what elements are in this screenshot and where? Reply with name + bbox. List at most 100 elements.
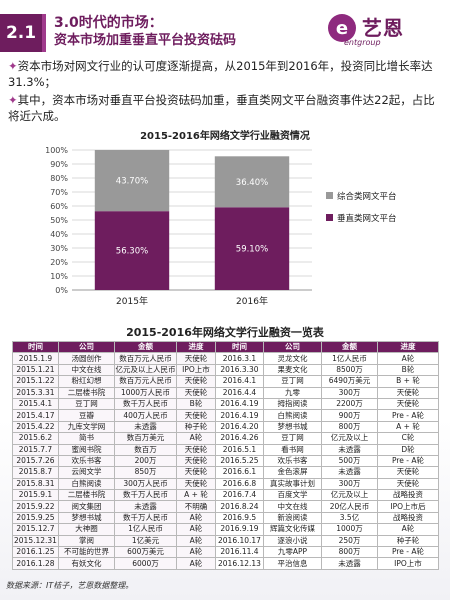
table-cell: Pre - A轮 xyxy=(377,409,439,422)
y-tick-label: 0% xyxy=(55,286,68,295)
table-cell: C轮 xyxy=(377,432,439,445)
table-cell: 2015.3.31 xyxy=(12,386,59,399)
table-cell: Pre - A轮 xyxy=(377,454,439,468)
table-cell: 九零 xyxy=(263,386,322,399)
data-label: 36.40% xyxy=(236,178,268,188)
table-cell: 阅文集团 xyxy=(58,500,115,513)
table-cell: 百度文学 xyxy=(263,489,322,502)
table-cell: 亿元及以上 xyxy=(321,489,378,502)
table-header-row: 时间 公司 金额 进度 时间 公司 金额 进度 xyxy=(12,340,439,354)
chart-title: 2015-2016年网络文学行业融资情况 xyxy=(140,131,310,142)
table-cell: 2015.8.31 xyxy=(12,477,59,491)
x-category-label: 2015年 xyxy=(116,295,148,307)
y-tick-label: 10% xyxy=(50,272,68,281)
table-cell: A轮 xyxy=(176,523,216,536)
table-cell: 白熊阅读 xyxy=(263,409,322,422)
title-line-1: 3.0时代的市场： xyxy=(54,15,163,31)
table-cell: 2016.3.1 xyxy=(215,352,264,365)
table-cell: 2016.6.1 xyxy=(215,466,264,479)
table-cell: 果麦文化 xyxy=(263,363,322,377)
table-cell: 2015.4.17 xyxy=(12,409,59,422)
table-cell: 天使轮 xyxy=(176,477,216,491)
table-cell: 数百万元人民币 xyxy=(114,375,177,388)
logo-subtitle: entgroup xyxy=(344,38,381,47)
table-cell: 未透露 xyxy=(114,420,177,434)
table-cell: 2016.5.1 xyxy=(215,443,264,456)
table-cell: A轮 xyxy=(176,432,216,445)
table-cell: 新浪阅读 xyxy=(263,511,322,525)
table-cell: 平治信息 xyxy=(263,557,322,570)
table-cell: 豆丁网 xyxy=(263,432,322,445)
financing-stacked-bar-chart: 0% 10% 20% 30% 40% 50% 60% 70% 80% 90% 100% 56.30% 4… xyxy=(45,146,397,307)
table-cell: 天使轮 xyxy=(176,386,216,399)
table-cell: 600万美元 xyxy=(114,546,177,559)
table-cell: 200万 xyxy=(114,454,177,468)
table-row: 2015.1.22 粉红幻想 数百万元人民币 天使轮 2016.4.1 豆丁网 6490万美… xyxy=(12,375,439,388)
table-cell: 2015.6.2 xyxy=(12,432,59,445)
table-cell: 天使轮 xyxy=(176,466,216,479)
table-cell: 2016.10.17 xyxy=(215,534,264,548)
table-cell: 2015.9.25 xyxy=(12,511,59,525)
logo-name: 艺恩 xyxy=(362,16,404,40)
table-cell: 天使轮 xyxy=(377,466,439,479)
table-cell: 2015.4.1 xyxy=(12,397,59,411)
table-cell: 白熊阅读 xyxy=(58,477,115,491)
column-header: 进度 xyxy=(377,340,439,354)
table-cell: 不可能的世界 xyxy=(58,546,115,559)
table-cell: 汤圆创作 xyxy=(58,352,115,365)
table-cell: 豆丁网 xyxy=(263,375,322,388)
table-row: 2015.9.22 阅文集团 未透露 不明确 2016.8.24 中文在线 20亿人民币 IP… xyxy=(12,500,439,513)
table-cell: 种子轮 xyxy=(176,420,216,434)
table-cell: 2016.4.1 xyxy=(215,375,264,388)
table-cell: 1000万 xyxy=(321,523,378,536)
table-cell: 2016.12.13 xyxy=(215,557,264,570)
table-cell: B轮 xyxy=(377,363,439,377)
table-cell: 天使轮 xyxy=(176,352,216,365)
y-tick-label: 50% xyxy=(50,216,68,225)
legend-label: 综合类网文平台 xyxy=(337,191,397,202)
table-cell: 未透露 xyxy=(321,466,378,479)
data-label: 59.10% xyxy=(236,245,268,255)
bar-segment xyxy=(214,156,290,208)
column-header: 公司 xyxy=(58,340,115,354)
table-cell: A + 轮 xyxy=(176,489,216,502)
table-cell: 2015.1.22 xyxy=(12,375,59,388)
table-cell: 天使轮 xyxy=(377,386,439,399)
y-tick-label: 90% xyxy=(50,160,68,169)
table-cell: 天使轮 xyxy=(377,397,439,411)
table-row: 2015.4.1 豆丁网 数千万人民币 B轮 2016.4.19 拇指阅读 2200万 天使轮 xyxy=(12,397,439,411)
entgroup-logo: e 艺恩 entgroup xyxy=(324,10,442,50)
table-row: 2015.7.7 蜜阅书院 数百万 天使轮 2016.5.1 看书网 未透露 D轮 xyxy=(12,443,439,456)
table-cell: 梦想书城 xyxy=(58,511,115,525)
financing-table: 时间 公司 金额 进度 时间 公司 金额 进度 2015.1.9 汤圆创作 数百万元人民币 天使轮 2… xyxy=(12,340,439,570)
table-cell: 1亿人民币 xyxy=(321,352,378,365)
table-cell: A轮 xyxy=(377,523,439,536)
table-cell: 250万 xyxy=(321,534,378,548)
table-cell: A轮 xyxy=(377,352,439,365)
y-tick-label: 30% xyxy=(50,244,68,253)
financing-table-section: 2015-2016年网络文学行业融资一览表 时间 公司 金额 进度 时间 公司 金额 进度 2… xyxy=(12,325,439,570)
table-cell: IPO上市 xyxy=(377,557,439,570)
table-cell: 300万人民币 xyxy=(114,477,177,491)
table-cell: 1000万人民币 xyxy=(114,386,177,399)
column-header: 进度 xyxy=(176,340,216,354)
table-row: 2015.1.9 汤圆创作 数百万元人民币 天使轮 2016.3.1 灵龙文化 1亿人民币 A… xyxy=(12,352,439,365)
table-cell: IPO上市后 xyxy=(377,500,439,513)
table-row: 2015.8.7 云阅文学 850万 天使轮 2016.6.1 金色滚屏 未透露 天使轮 xyxy=(12,466,439,479)
table-row: 2015.9.1 二层楼书院 数千万人民币 A + 轮 2016.7.4 百度文学 亿元及以… xyxy=(12,489,439,502)
table-cell: 云阅文学 xyxy=(58,466,115,479)
table-cell: 2016.9.5 xyxy=(215,511,264,525)
table-cell: A轮 xyxy=(176,534,216,548)
table-cell: 看书网 xyxy=(263,443,322,456)
table-row: 2015.4.22 九库文学网 未透露 种子轮 2016.4.20 梦想书城 800万 A +… xyxy=(12,420,439,434)
table-cell: 数百万 xyxy=(114,443,177,456)
table-cell: 2016.9.19 xyxy=(215,523,264,536)
table-cell: 2015.8.7 xyxy=(12,466,59,479)
table-cell: 1亿人民币 xyxy=(114,523,177,536)
legend-label: 垂直类网文平台 xyxy=(337,213,397,224)
table-cell: 500万 xyxy=(321,454,378,468)
y-tick-label: 60% xyxy=(50,202,68,211)
table-cell: 数千万人民币 xyxy=(114,397,177,411)
table-cell: A轮 xyxy=(176,511,216,525)
